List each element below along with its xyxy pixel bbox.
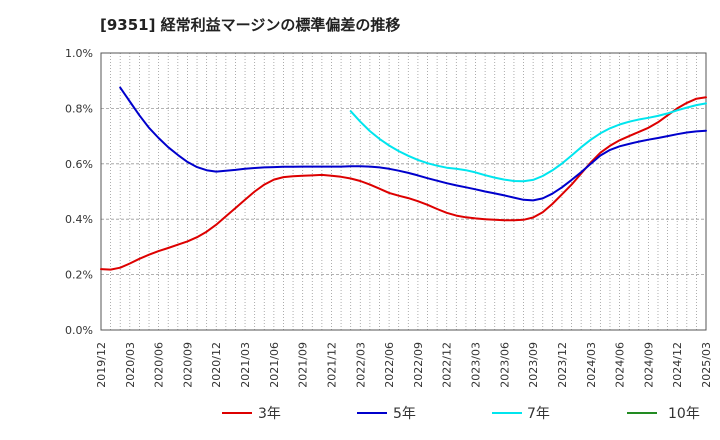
x-tick-label: 2021/03 [239, 342, 252, 388]
x-tick-label: 2023/06 [498, 342, 511, 388]
x-tick-label: 2020/03 [124, 342, 137, 388]
y-tick-label: 0.6% [65, 158, 93, 171]
plot-area [101, 53, 706, 330]
x-tick-label: 2025/03 [700, 342, 713, 388]
y-tick-label: 0.2% [65, 269, 93, 282]
y-tick-label: 1.0% [65, 47, 93, 60]
x-tick-label: 2020/12 [210, 342, 223, 388]
legend-label-3: 10年 [668, 406, 700, 422]
y-tick-label: 0.8% [65, 102, 93, 115]
series-line-2 [349, 102, 707, 183]
legend-label-2: 7年 [527, 406, 550, 422]
y-tick-label: 0.4% [65, 213, 93, 226]
plot-border [100, 52, 707, 331]
x-tick-label: 2022/09 [412, 342, 425, 388]
x-tick-label: 2024/06 [614, 342, 627, 388]
x-tick-label: 2024/09 [642, 342, 655, 388]
x-tick-label: 2023/09 [527, 342, 540, 388]
x-tick-label: 2022/12 [441, 342, 454, 388]
x-tick-label: 2024/03 [585, 342, 598, 388]
series-line-0 [100, 96, 707, 271]
x-tick-label: 2022/03 [354, 342, 367, 388]
x-tick-label: 2019/12 [95, 342, 108, 388]
x-tick-label: 2023/03 [470, 342, 483, 388]
x-tick-label: 2023/12 [556, 342, 569, 388]
x-tick-label: 2021/12 [325, 342, 338, 388]
series-line-1 [119, 86, 707, 202]
legend-label-0: 3年 [258, 406, 281, 422]
x-tick-label: 2021/09 [297, 342, 310, 388]
x-tick-label: 2022/06 [383, 342, 396, 388]
x-tick-label: 2021/06 [268, 342, 281, 388]
y-tick-label: 0.0% [65, 324, 93, 337]
x-tick-label: 2024/12 [671, 342, 684, 388]
chart-title: [9351] 経常利益マージンの標準偏差の推移 [100, 16, 401, 34]
x-tick-label: 2020/06 [153, 342, 166, 388]
legend-label-1: 5年 [393, 406, 416, 422]
x-tick-label: 2020/09 [181, 342, 194, 388]
